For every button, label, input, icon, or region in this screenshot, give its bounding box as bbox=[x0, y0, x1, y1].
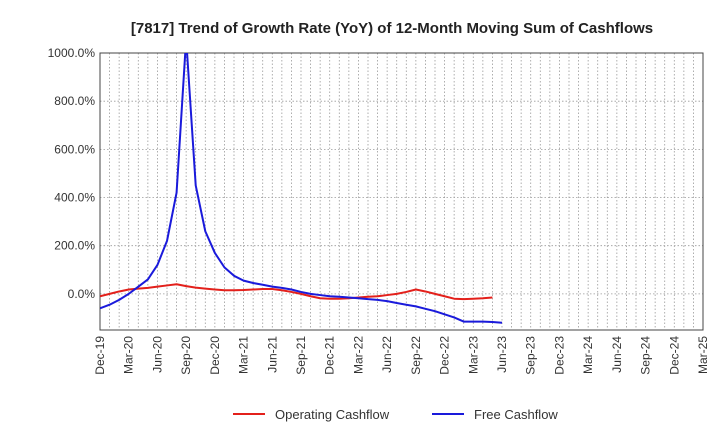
plot-area: 0.0% 200.0% 400.0% 600.0% 800.0% 1000.0% Dec-1… bbox=[48, 46, 710, 375]
x-tick-label: Jun-21 bbox=[265, 336, 279, 373]
x-tick-label: Dec-24 bbox=[667, 336, 681, 375]
free-cashflow-line bbox=[100, 53, 503, 324]
x-tick-label: Jun-24 bbox=[610, 336, 624, 373]
x-tick-label: Mar-24 bbox=[581, 336, 595, 374]
x-tick-label: Dec-22 bbox=[438, 336, 452, 375]
x-tick-label: Dec-21 bbox=[323, 336, 337, 375]
x-tick-label: Sep-23 bbox=[524, 336, 538, 375]
x-tick-label: Dec-23 bbox=[552, 336, 566, 375]
x-tick-label: Sep-20 bbox=[179, 336, 193, 375]
x-tick-label: Jun-23 bbox=[495, 336, 509, 373]
y-tick-label: 0.0% bbox=[68, 287, 96, 301]
x-tick-label: Jun-22 bbox=[380, 336, 394, 373]
legend-label: Free Cashflow bbox=[474, 407, 558, 422]
x-tick-label: Sep-22 bbox=[409, 336, 423, 375]
x-tick-label: Jun-20 bbox=[150, 336, 164, 373]
operating-cashflow-line bbox=[100, 283, 493, 301]
y-tick-label: 800.0% bbox=[54, 94, 95, 108]
x-tick-label: Mar-25 bbox=[696, 336, 710, 374]
legend-label: Operating Cashflow bbox=[275, 407, 390, 422]
x-tick-label: Mar-23 bbox=[466, 336, 480, 374]
x-tick-label: Dec-20 bbox=[208, 336, 222, 375]
legend: Operating Cashflow Free Cashflow bbox=[233, 407, 558, 422]
x-tick-label: Sep-21 bbox=[294, 336, 308, 375]
y-tick-label: 400.0% bbox=[54, 191, 95, 205]
plot-background bbox=[100, 53, 703, 330]
series-layer bbox=[100, 53, 503, 324]
x-tick-label: Mar-22 bbox=[351, 336, 365, 374]
x-tick-label: Mar-20 bbox=[122, 336, 136, 374]
y-tick-label: 600.0% bbox=[54, 142, 95, 156]
chart-title: [7817] Trend of Growth Rate (YoY) of 12-… bbox=[131, 20, 653, 37]
x-tick-label: Dec-19 bbox=[93, 336, 107, 375]
x-tick-label: Mar-21 bbox=[237, 336, 251, 374]
y-tick-label: 200.0% bbox=[54, 239, 95, 253]
x-tick-label: Sep-24 bbox=[639, 336, 653, 375]
plot-frame bbox=[99, 52, 704, 331]
y-tick-label: 1000.0% bbox=[48, 46, 96, 60]
